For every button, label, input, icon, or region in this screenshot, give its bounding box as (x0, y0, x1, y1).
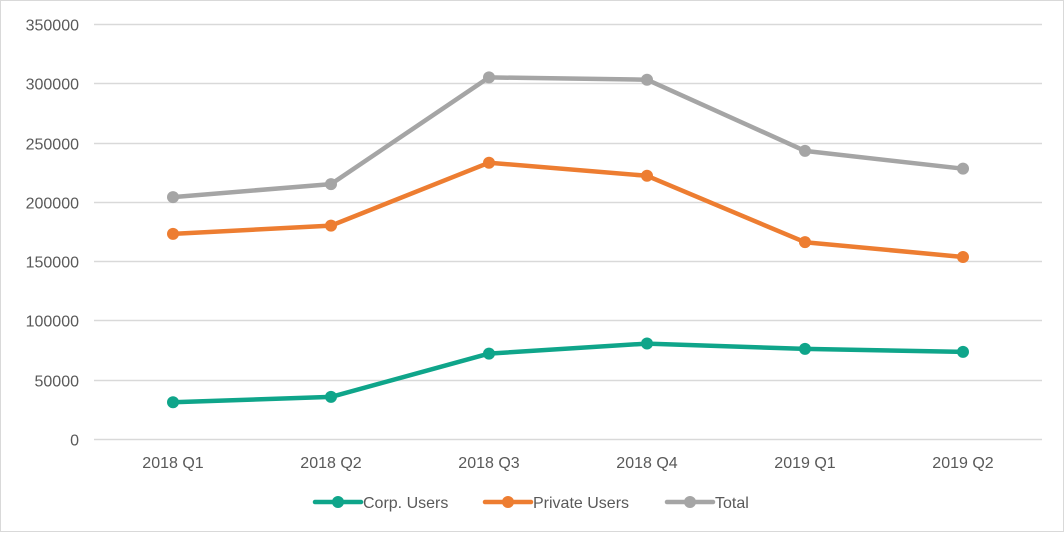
legend-swatch-marker (502, 496, 514, 508)
series-corp-users (167, 337, 969, 409)
y-tick-label: 200000 (26, 196, 79, 213)
data-point (325, 219, 337, 232)
data-point (957, 345, 969, 358)
data-point (483, 156, 495, 169)
y-tick-label: 100000 (26, 314, 79, 331)
legend-label: Private Users (533, 495, 629, 512)
data-point (799, 342, 811, 355)
legend-item: Total (664, 495, 749, 512)
legend-swatch-marker (684, 496, 696, 508)
legend: Corp. Users Private Users Total (312, 495, 749, 512)
data-point (325, 390, 337, 403)
data-point (641, 73, 653, 86)
data-point (483, 71, 495, 84)
data-point (167, 227, 179, 240)
y-tick-label: 300000 (26, 77, 79, 94)
series-line (172, 341, 964, 405)
legend-label: Corp. Users (363, 495, 448, 512)
data-point (325, 178, 337, 191)
series-private-users (167, 156, 969, 263)
x-tick-label: 2018 Q3 (458, 455, 519, 472)
data-point (167, 191, 179, 204)
y-tick-label: 250000 (26, 137, 79, 154)
data-point (641, 169, 653, 182)
legend-swatch-marker (332, 496, 344, 508)
x-tick-label: 2019 Q2 (932, 455, 993, 472)
x-tick-label: 2018 Q1 (142, 455, 203, 472)
series-line (172, 75, 964, 200)
series-lines (167, 71, 969, 409)
gridlines (94, 23, 1042, 441)
data-point (641, 337, 653, 350)
data-point (957, 162, 969, 175)
x-tick-label: 2018 Q2 (300, 455, 361, 472)
legend-item: Corp. Users (312, 495, 448, 512)
data-point (799, 144, 811, 157)
x-tick-label: 2018 Q4 (616, 455, 677, 472)
y-tick-label: 150000 (26, 255, 79, 272)
y-tick-label: 0 (70, 433, 79, 450)
data-point (799, 236, 811, 249)
data-point (957, 250, 969, 263)
y-axis-ticks: 0 50000 100000 150000 200000 250000 300000 3500… (26, 18, 79, 450)
series-total (167, 71, 969, 204)
x-tick-label: 2019 Q1 (774, 455, 835, 472)
y-tick-label: 350000 (26, 18, 79, 35)
x-axis-ticks: 2018 Q1 2018 Q2 2018 Q3 2018 Q4 2019 Q1 2019 … (142, 455, 993, 472)
data-point (167, 396, 179, 409)
series-line (172, 160, 964, 260)
legend-item: Private Users (482, 495, 629, 512)
y-tick-label: 50000 (35, 374, 80, 391)
data-point (483, 347, 495, 360)
legend-label: Total (715, 495, 749, 512)
